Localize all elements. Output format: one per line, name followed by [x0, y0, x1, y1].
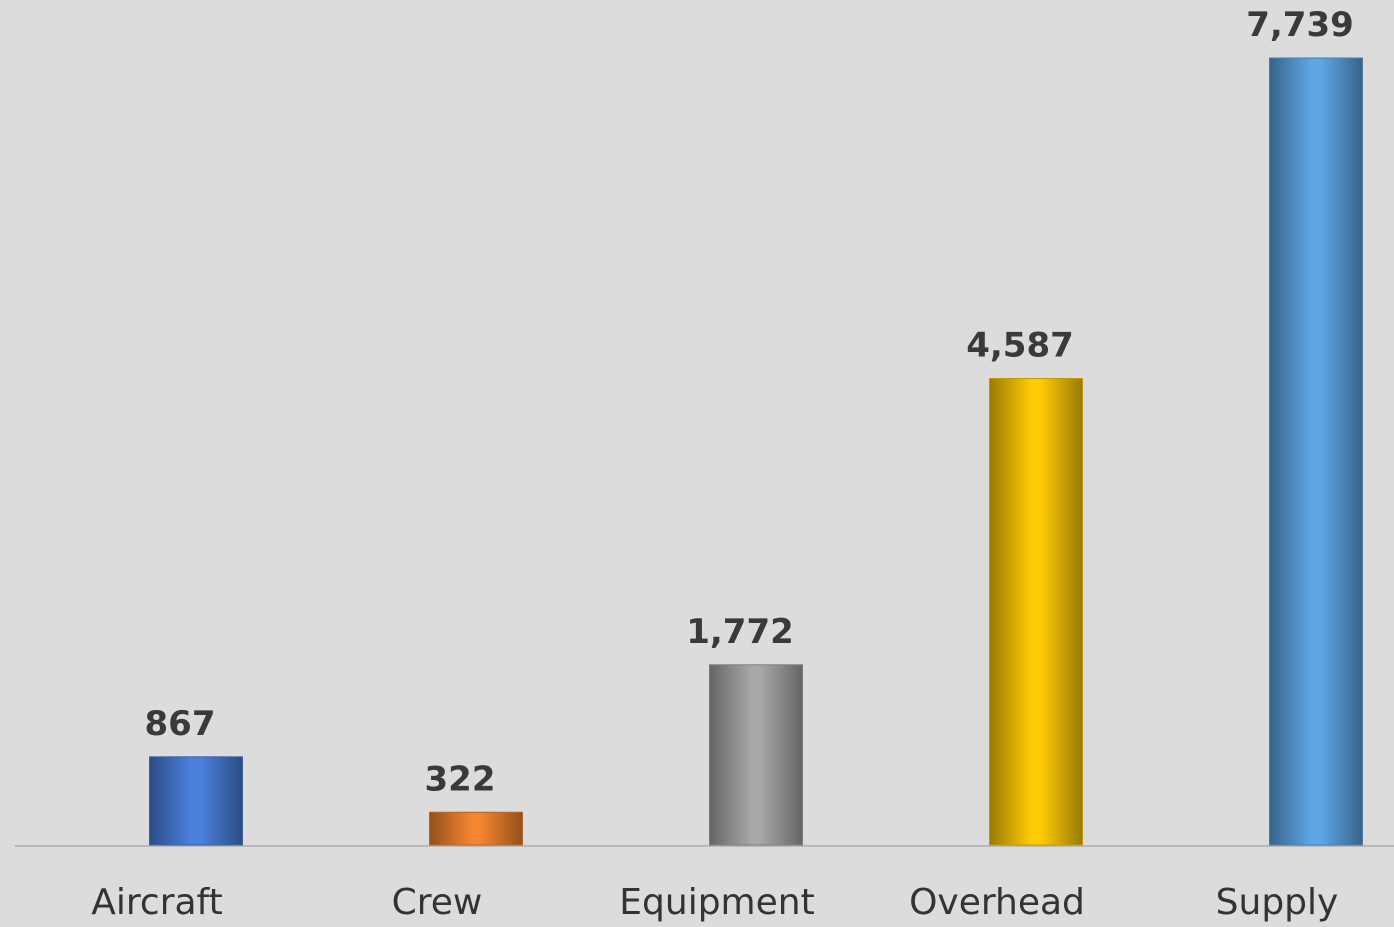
- value-label: 1,772: [686, 612, 794, 652]
- bar: [989, 378, 1083, 846]
- value-label: 7,739: [1246, 5, 1354, 45]
- bar: [429, 811, 523, 846]
- x-tick-label: Supply: [1216, 882, 1339, 923]
- x-tick-label: Equipment: [619, 882, 814, 923]
- value-label: 322: [425, 759, 496, 799]
- bar: [1269, 57, 1363, 846]
- x-tick-label: Crew: [392, 882, 483, 923]
- x-tick-label: Overhead: [909, 882, 1085, 923]
- x-tick-label: Aircraft: [91, 882, 222, 923]
- bar: [149, 756, 243, 846]
- value-label: 867: [145, 704, 216, 744]
- value-label: 4,587: [966, 326, 1074, 366]
- bar: [709, 664, 803, 846]
